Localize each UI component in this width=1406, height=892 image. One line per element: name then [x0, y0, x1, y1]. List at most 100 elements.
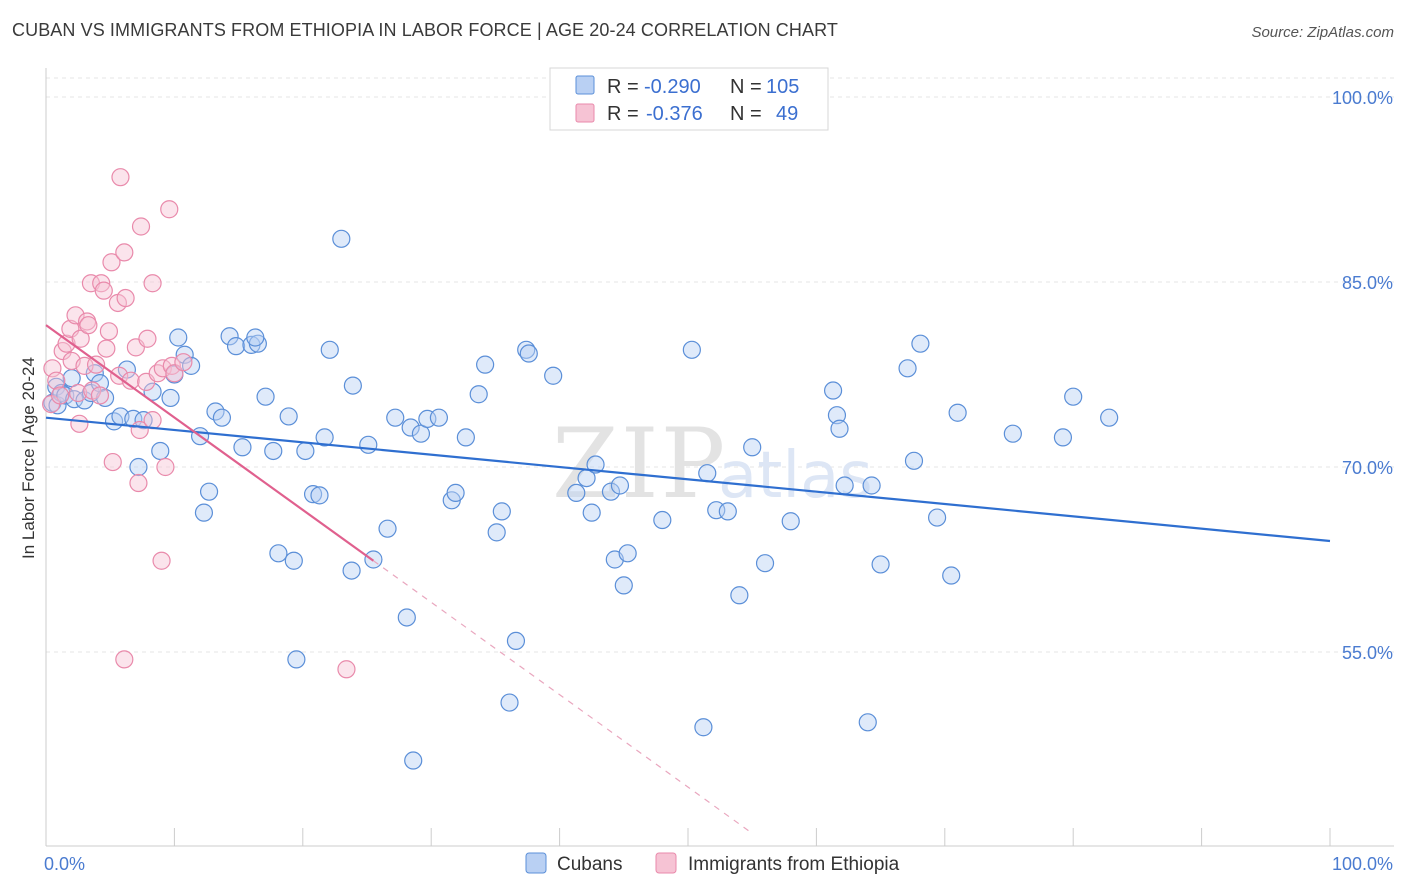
cuban-point	[284, 551, 303, 570]
cuban-point	[429, 408, 449, 427]
cuban-point	[823, 381, 843, 400]
ethiopia-point	[99, 322, 119, 341]
cuban-point	[698, 464, 717, 483]
cuban-point	[175, 345, 194, 364]
watermark-atlas: atlas	[718, 439, 873, 513]
cuban-point	[233, 438, 252, 457]
y-tick-label: 55.0%	[1342, 643, 1393, 663]
cuban-point	[446, 483, 465, 502]
ethiopia-point	[143, 411, 162, 430]
cuban-point	[161, 388, 180, 408]
cuban-point	[246, 328, 265, 347]
cuban-point	[519, 344, 538, 363]
cuban-point	[898, 359, 917, 378]
cuban-point	[456, 428, 475, 447]
ethiopia-trend-extension	[373, 560, 753, 834]
legend-swatch-cubans	[575, 75, 595, 95]
x-tick-label-end: 100.0%	[1332, 854, 1393, 874]
cuban-point	[904, 451, 924, 470]
legend-r-label-ethiopia: R =	[607, 103, 639, 125]
cuban-point	[397, 608, 416, 627]
cuban-point	[256, 387, 275, 406]
ethiopia-point	[97, 339, 116, 358]
cuban-point	[858, 713, 877, 732]
cuban-point	[911, 334, 930, 353]
ethiopia-point	[337, 660, 356, 679]
legend-swatch-ethiopia	[575, 103, 595, 123]
cuban-point	[653, 510, 672, 530]
ethiopia-point	[92, 274, 111, 293]
ethiopia-point	[79, 316, 98, 335]
cuban-point	[287, 650, 306, 669]
cuban-point	[343, 376, 362, 395]
cuban-point	[226, 337, 246, 356]
y-tick-label: 100.0%	[1332, 88, 1393, 108]
cuban-point	[418, 409, 437, 428]
cuban-point	[492, 502, 511, 521]
cuban-point	[707, 501, 726, 520]
cuban-point	[781, 512, 800, 531]
cuban-point	[359, 435, 378, 454]
bottom-legend-ethiopia: Immigrants from Ethiopia	[688, 854, 900, 875]
ethiopia-point	[71, 329, 90, 348]
cuban-point	[342, 561, 361, 580]
cuban-point	[315, 428, 334, 447]
cuban-point	[718, 502, 737, 521]
cuban-point	[220, 327, 239, 346]
grid-layer	[46, 77, 1394, 653]
chart-title: CUBAN VS IMMIGRANTS FROM ETHIOPIA IN LAB…	[12, 20, 838, 40]
ethiopia-point	[51, 386, 70, 405]
ethiopia-point	[68, 383, 88, 403]
cuban-point	[378, 519, 397, 538]
cuban-point	[169, 328, 188, 347]
legend-frame	[549, 67, 829, 131]
cuban-point	[830, 419, 849, 438]
cuban-point	[269, 544, 288, 563]
cuban-point	[212, 408, 232, 427]
ethiopia-point	[160, 200, 179, 219]
ethiopia-point	[116, 288, 135, 308]
ethiopia-point	[131, 217, 151, 236]
ethiopia-point	[94, 281, 113, 300]
cuban-point	[303, 485, 323, 504]
cuban-point	[320, 340, 339, 359]
ethiopia-point	[70, 414, 89, 433]
cuban-point	[476, 355, 495, 374]
ethiopia-point	[156, 457, 175, 477]
cuban-point	[296, 441, 315, 461]
cuban-point	[586, 455, 605, 474]
cuban-point	[1053, 428, 1073, 447]
ethiopia-point	[115, 243, 134, 262]
ethiopia-point	[174, 353, 193, 372]
cuban-point	[582, 503, 601, 522]
series-legend: Cubans Immigrants from Ethiopia	[525, 852, 900, 875]
cuban-point	[500, 693, 519, 712]
bottom-legend-cubans: Cubans	[557, 854, 623, 875]
cuban-point	[610, 476, 630, 495]
cuban-point	[730, 586, 749, 605]
trend-layer	[45, 324, 1331, 834]
cuban-point	[948, 403, 967, 422]
cuban-point	[310, 486, 329, 505]
cuban-point	[743, 438, 762, 457]
cuban-point	[927, 508, 947, 527]
cuban-trend-line	[45, 416, 1331, 543]
cuban-point	[618, 544, 637, 563]
ethiopia-point	[47, 371, 66, 390]
ethiopia-point	[138, 329, 157, 348]
x-tick-label-start: 0.0%	[44, 854, 85, 874]
watermark: ZIP atlas	[552, 408, 873, 520]
ethiopia-point	[143, 274, 162, 293]
cuban-point	[827, 406, 847, 425]
cuban-point	[601, 482, 621, 501]
cuban-point	[401, 418, 420, 437]
cuban-point	[279, 407, 298, 426]
axis-layer: 100.0% 85.0% 70.0% 55.0% 0.0% 100.0%	[44, 68, 1394, 874]
ethiopia-point	[162, 356, 181, 375]
ethiopia-trend-line	[45, 324, 375, 562]
cuban-point	[755, 554, 775, 573]
legend-n-label-cubans: N =	[730, 76, 762, 98]
legend-r-value-cubans: -0.290	[644, 76, 701, 98]
cuban-point	[506, 631, 526, 651]
